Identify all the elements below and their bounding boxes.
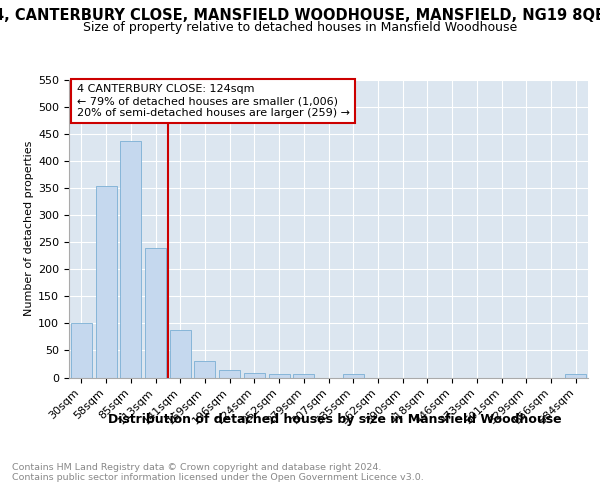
Bar (194, 362, 215, 378)
Text: 4, CANTERBURY CLOSE, MANSFIELD WOODHOUSE, MANSFIELD, NG19 8QE: 4, CANTERBURY CLOSE, MANSFIELD WOODHOUSE… (0, 8, 600, 22)
Text: Size of property relative to detached houses in Mansfield Woodhouse: Size of property relative to detached ho… (83, 22, 517, 35)
Bar (219, 370, 240, 378)
Bar (565, 374, 586, 378)
Text: 4 CANTERBURY CLOSE: 124sqm
← 79% of detached houses are smaller (1,006)
20% of s: 4 CANTERBURY CLOSE: 124sqm ← 79% of deta… (77, 84, 350, 117)
Bar (269, 374, 290, 378)
Bar (244, 372, 265, 378)
Y-axis label: Number of detached properties: Number of detached properties (24, 141, 34, 316)
Text: Distribution of detached houses by size in Mansfield Woodhouse: Distribution of detached houses by size … (108, 412, 562, 426)
Bar (145, 248, 166, 378)
Bar (293, 374, 314, 378)
Bar (120, 140, 141, 378)
Bar (95, 186, 116, 378)
Bar (71, 324, 92, 378)
Bar (170, 330, 191, 378)
Bar (343, 374, 364, 378)
Text: Contains HM Land Registry data © Crown copyright and database right 2024.
Contai: Contains HM Land Registry data © Crown c… (12, 462, 424, 482)
